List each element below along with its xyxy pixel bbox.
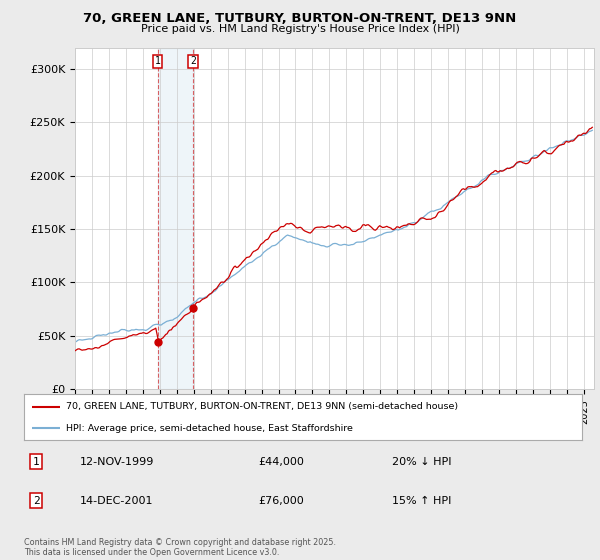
- Text: Price paid vs. HM Land Registry's House Price Index (HPI): Price paid vs. HM Land Registry's House …: [140, 24, 460, 34]
- Text: 1: 1: [155, 57, 161, 67]
- Text: £76,000: £76,000: [259, 496, 304, 506]
- Text: £44,000: £44,000: [259, 457, 304, 467]
- Text: 2: 2: [190, 57, 196, 67]
- Text: 12-NOV-1999: 12-NOV-1999: [80, 457, 154, 467]
- Text: HPI: Average price, semi-detached house, East Staffordshire: HPI: Average price, semi-detached house,…: [66, 423, 353, 433]
- Text: 15% ↑ HPI: 15% ↑ HPI: [392, 496, 452, 506]
- Bar: [158, 48, 193, 389]
- Text: 20% ↓ HPI: 20% ↓ HPI: [392, 457, 452, 467]
- Text: 70, GREEN LANE, TUTBURY, BURTON-ON-TRENT, DE13 9NN: 70, GREEN LANE, TUTBURY, BURTON-ON-TRENT…: [83, 12, 517, 25]
- Text: 70, GREEN LANE, TUTBURY, BURTON-ON-TRENT, DE13 9NN (semi-detached house): 70, GREEN LANE, TUTBURY, BURTON-ON-TRENT…: [66, 402, 458, 411]
- Text: 14-DEC-2001: 14-DEC-2001: [80, 496, 154, 506]
- Text: Contains HM Land Registry data © Crown copyright and database right 2025.
This d: Contains HM Land Registry data © Crown c…: [24, 538, 336, 557]
- Text: 2: 2: [33, 496, 40, 506]
- Text: 1: 1: [33, 457, 40, 467]
